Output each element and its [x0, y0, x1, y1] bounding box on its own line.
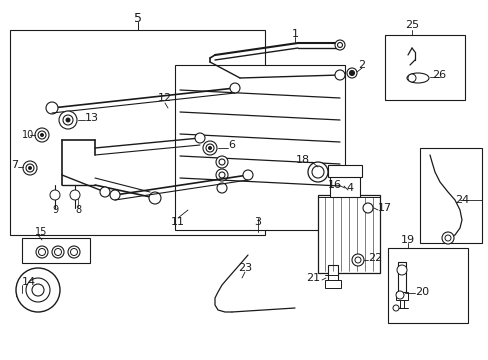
Circle shape	[38, 131, 46, 139]
Circle shape	[52, 246, 64, 258]
Circle shape	[54, 248, 61, 256]
Bar	[10, 30, 264, 235]
Text: 12: 12	[158, 93, 172, 103]
Circle shape	[334, 40, 345, 50]
Bar	[397, 262, 405, 292]
Bar	[327, 265, 337, 287]
Text: 8: 8	[75, 205, 81, 215]
Circle shape	[32, 284, 44, 296]
Circle shape	[396, 265, 406, 275]
Circle shape	[243, 170, 252, 180]
Bar	[387, 248, 467, 323]
Bar	[419, 148, 481, 243]
Text: 17: 17	[377, 203, 391, 213]
Circle shape	[395, 291, 403, 299]
Text: 15: 15	[35, 227, 47, 237]
Text: 22: 22	[367, 253, 382, 263]
Circle shape	[307, 162, 327, 182]
Ellipse shape	[406, 73, 428, 83]
Circle shape	[334, 70, 345, 80]
Text: 18: 18	[295, 155, 309, 165]
Text: 10: 10	[22, 130, 34, 140]
Circle shape	[26, 164, 34, 172]
Text: 7: 7	[11, 160, 18, 170]
Circle shape	[203, 141, 217, 155]
Bar	[327, 165, 361, 177]
Text: 6: 6	[227, 140, 235, 150]
Circle shape	[149, 192, 161, 204]
Text: 9: 9	[52, 205, 58, 215]
Bar	[395, 292, 407, 300]
Text: 23: 23	[238, 263, 251, 273]
Text: 3: 3	[254, 217, 261, 227]
Text: 16: 16	[327, 180, 341, 190]
Circle shape	[110, 190, 120, 200]
Bar	[20, 280, 56, 300]
Circle shape	[50, 190, 60, 200]
Circle shape	[26, 278, 50, 302]
Text: 24: 24	[454, 195, 468, 205]
Circle shape	[23, 161, 37, 175]
Circle shape	[16, 268, 60, 312]
Circle shape	[195, 133, 204, 143]
Text: 4: 4	[346, 183, 353, 193]
Bar	[317, 195, 379, 273]
Circle shape	[216, 169, 227, 181]
Circle shape	[70, 248, 77, 256]
Bar	[325, 280, 340, 288]
Bar	[399, 300, 403, 308]
Circle shape	[100, 187, 110, 197]
Circle shape	[59, 111, 77, 129]
Circle shape	[35, 128, 49, 142]
Circle shape	[219, 172, 224, 178]
Text: 20: 20	[414, 287, 428, 297]
Circle shape	[63, 115, 73, 125]
Circle shape	[36, 246, 48, 258]
Text: 14: 14	[22, 277, 36, 287]
Circle shape	[229, 83, 240, 93]
Bar	[329, 175, 359, 197]
Text: 19: 19	[400, 235, 414, 245]
Text: 2: 2	[358, 60, 365, 70]
Circle shape	[337, 42, 342, 48]
Circle shape	[354, 257, 360, 263]
Circle shape	[311, 166, 324, 178]
Bar	[22, 238, 90, 263]
Circle shape	[216, 156, 227, 168]
Circle shape	[362, 203, 372, 213]
Bar	[16, 288, 26, 296]
Circle shape	[217, 183, 226, 193]
Circle shape	[65, 117, 70, 122]
Circle shape	[68, 246, 80, 258]
Circle shape	[351, 254, 363, 266]
Text: 1: 1	[291, 29, 298, 39]
Text: 25: 25	[404, 20, 418, 30]
Ellipse shape	[407, 74, 415, 82]
Circle shape	[40, 133, 44, 137]
Text: 11: 11	[171, 217, 184, 227]
Circle shape	[28, 166, 32, 170]
Circle shape	[349, 71, 354, 76]
Circle shape	[219, 159, 224, 165]
Circle shape	[207, 146, 212, 150]
Circle shape	[205, 144, 214, 152]
Circle shape	[70, 190, 80, 200]
Bar	[175, 65, 345, 230]
Text: 5: 5	[134, 12, 142, 24]
Text: 13: 13	[85, 113, 99, 123]
Bar	[384, 35, 464, 100]
Text: 21: 21	[305, 273, 319, 283]
Circle shape	[39, 248, 45, 256]
Text: 26: 26	[431, 70, 445, 80]
Circle shape	[346, 68, 356, 78]
Circle shape	[46, 102, 58, 114]
Circle shape	[392, 305, 398, 311]
Circle shape	[441, 232, 453, 244]
Circle shape	[444, 235, 450, 241]
